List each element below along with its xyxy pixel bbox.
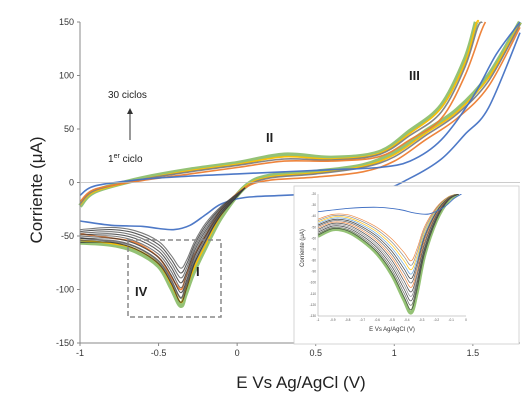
- x-tick-label: -0.5: [151, 348, 167, 358]
- peak-label-IV: IV: [135, 284, 148, 299]
- x-tick-label: 1: [392, 348, 397, 358]
- inset-series-layer: [318, 194, 462, 315]
- inset-series-cycle: [318, 194, 459, 293]
- series-layer: [78, 19, 522, 308]
- x-tick-label: 1.5: [467, 348, 480, 358]
- y-tick-label: 50: [64, 124, 74, 134]
- inset-y-title: Corriente (μA): [300, 229, 306, 267]
- inset-y-tick-label: -20: [311, 192, 316, 196]
- inset-x-tick-label: -0.3: [419, 318, 425, 322]
- intermediate-cycle-trace: [79, 187, 246, 274]
- cycles-arrowhead: [127, 108, 133, 114]
- inset-x-tick-label: -0.4: [404, 318, 410, 322]
- inset-series-cycle: [318, 194, 459, 288]
- inset-series-cycle: [318, 194, 459, 297]
- intermediate-cycle-trace: [79, 187, 246, 289]
- inset-series-cycle: [318, 194, 459, 302]
- x-tick-label: -1: [76, 348, 84, 358]
- first-cycle-annotation: 1er ciclo: [108, 153, 143, 165]
- inset-chart: -1 -0.9 -0.8 -0.7 -0.6 -0.5 -0.4 -0.3 -0.2 -0.1 0 -…: [293, 185, 520, 345]
- x-tick-label: 0: [235, 348, 240, 358]
- peak-label-I: I: [196, 264, 200, 279]
- inset-x-tick-label: -0.7: [360, 318, 366, 322]
- y-tick-label: 100: [59, 71, 74, 81]
- x-axis-title: E Vs Ag/AgCl (V): [236, 373, 365, 392]
- inset-series-cycle: [318, 194, 459, 306]
- cycles-annotation: 30 ciclos: [108, 90, 147, 101]
- intermediate-cycle-trace: [79, 187, 246, 279]
- y-axis-title: Corriente (μA): [27, 136, 46, 243]
- y-tick-label: -100: [56, 285, 74, 295]
- inset-series-cycle: [318, 194, 459, 279]
- inset-y-tick-label: -70: [311, 247, 316, 251]
- inset-y-tick-label: -130: [310, 314, 317, 318]
- inset-x-tick-label: -0.6: [374, 318, 380, 322]
- inset-series-cycle: [318, 194, 459, 284]
- inset-axis-layer: -1 -0.9 -0.8 -0.7 -0.6 -0.5 -0.4 -0.3 -0.2 -0.1 0 -…: [310, 192, 468, 322]
- inset-x-tick-label: -1: [317, 318, 320, 322]
- inset-y-tick-label: -100: [310, 281, 317, 285]
- inset-y-tick-label: -120: [310, 303, 317, 307]
- inset-y-tick-label: -60: [311, 236, 316, 240]
- peak-label-III: III: [409, 68, 420, 83]
- inset-y-tick-label: -110: [310, 292, 316, 296]
- inset-x-tick-label: -0.8: [345, 318, 351, 322]
- y-tick-label: 150: [59, 17, 74, 27]
- inset-x-tick-label: -0.1: [448, 318, 454, 322]
- inset-series-cycle: [318, 194, 459, 271]
- inset-series-cycle: [318, 194, 459, 262]
- y-tick-label: 0: [69, 178, 74, 188]
- y-tick-label: -150: [56, 338, 74, 348]
- y-tick-label: -50: [61, 231, 74, 241]
- inset-x-title: E Vs Ag/AgCl (V): [369, 327, 415, 333]
- inset-series-first: [318, 194, 462, 215]
- inset-y-tick-label: -30: [311, 203, 316, 207]
- peak-label-II: II: [266, 130, 273, 145]
- inset-y-tick-label: -80: [311, 259, 316, 263]
- intermediate-cycle-trace: [79, 187, 246, 284]
- zoom-region-box: [127, 239, 222, 318]
- inset-x-tick-label: -0.9: [330, 318, 336, 322]
- inset-traces: [318, 194, 462, 315]
- intermediate-cycle-trace: [79, 187, 246, 269]
- inset-series-cycle: [318, 194, 459, 311]
- inset-y-tick-label: -40: [311, 214, 316, 218]
- x-tick-label: 0.5: [309, 348, 322, 358]
- inset-y-tick-label: -90: [311, 270, 316, 274]
- inset-y-tick-label: -50: [311, 225, 316, 229]
- inset-series-cycle: [318, 194, 459, 266]
- inset-series-cycle: [318, 194, 459, 275]
- series-cycle1-anodic: [79, 21, 521, 196]
- series-cycle_orange-anodic: [79, 21, 487, 203]
- inset-x-tick-label: 0: [465, 318, 467, 322]
- inset-x-tick-label: -0.2: [434, 318, 440, 322]
- inset-x-tick-label: -0.5: [389, 318, 395, 322]
- series-cycle1-cathodic: [79, 32, 521, 231]
- intermediate-cycle-trace: [79, 187, 246, 303]
